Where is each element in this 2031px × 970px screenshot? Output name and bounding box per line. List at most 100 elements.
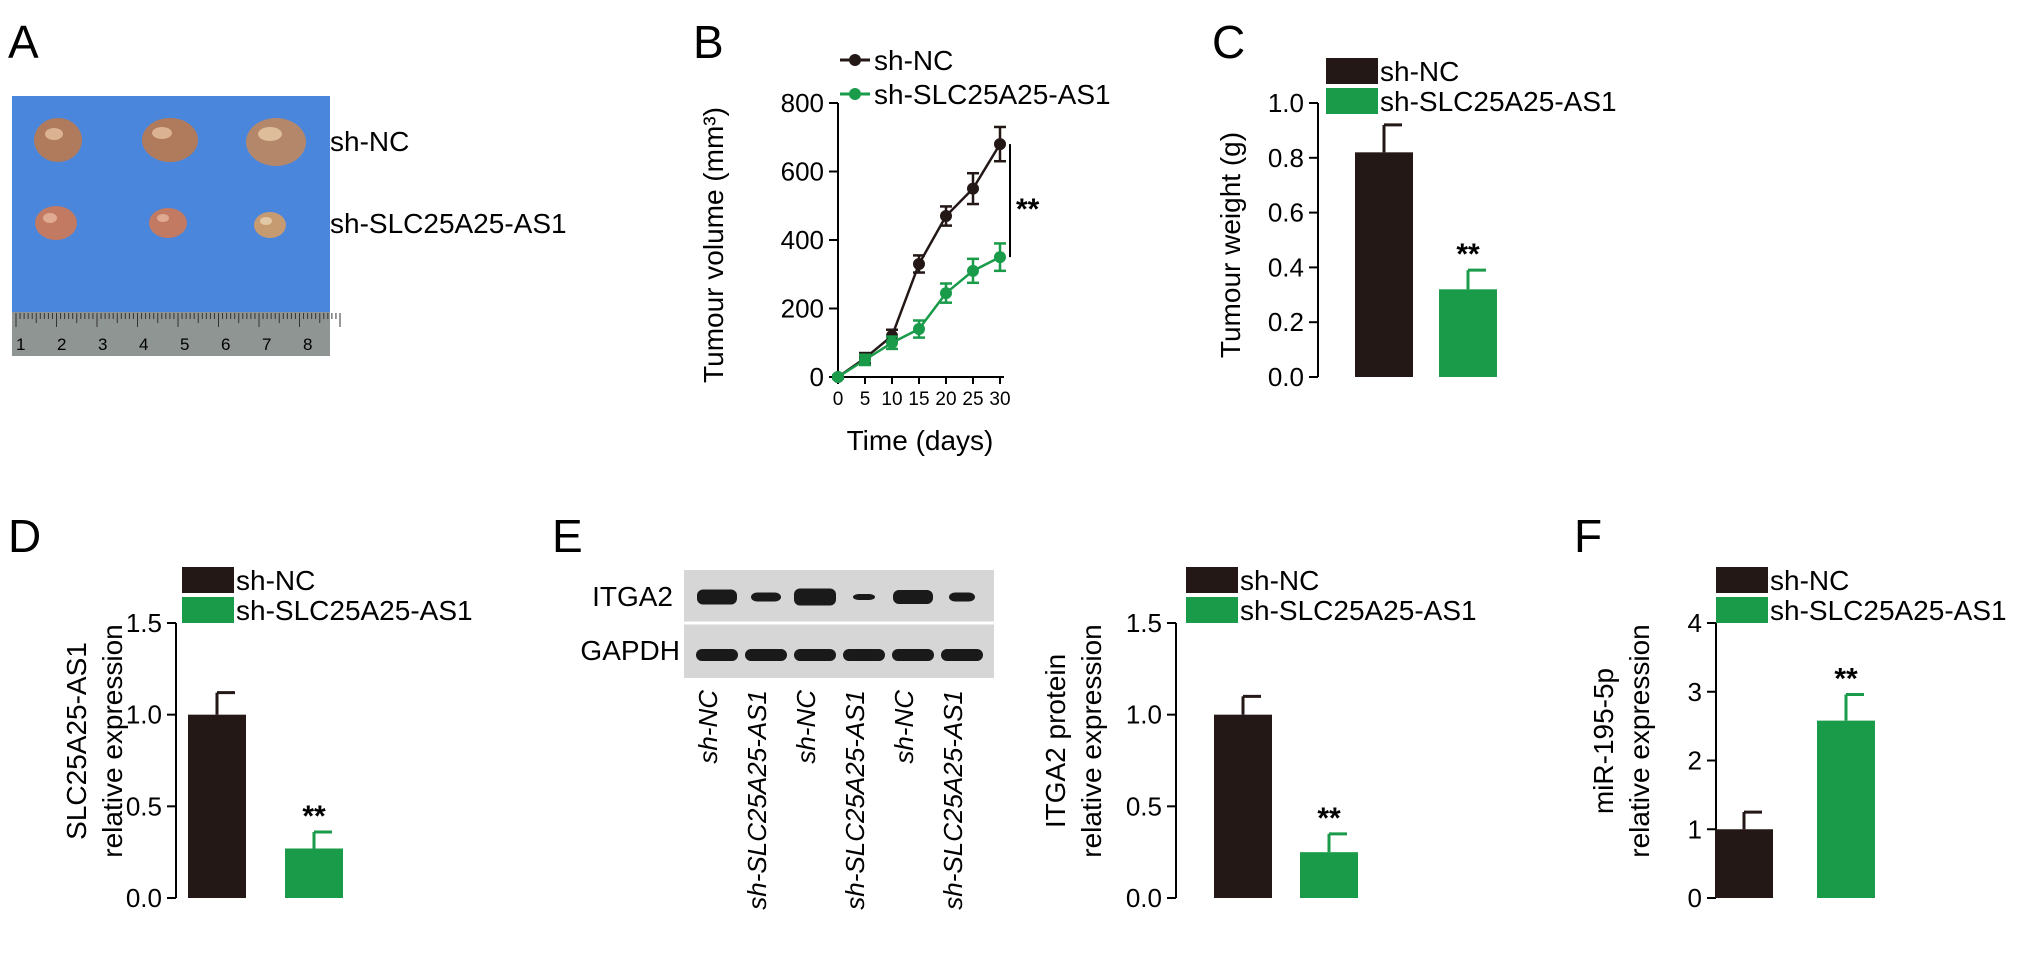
ruler-number: 8 [303,335,312,354]
significance-stars: ** [1016,193,1040,226]
tumour-nc [142,118,198,162]
tumour-kd [149,208,187,238]
y-axis-label: miR-195-5p [1588,668,1619,814]
band-gapdh [794,649,836,661]
y-tick-label: 0.0 [1126,883,1162,913]
lane-label: sh-SLC25A25-AS1 [938,690,968,910]
band-itga2 [751,592,781,602]
legend-label-nc: sh-NC [1240,565,1319,596]
legend-swatch-kd [1186,597,1238,623]
band-itga2 [794,588,836,606]
tumour-photo: 1 2 3 4 5 6 7 8 [12,96,341,356]
band-itga2 [893,590,933,604]
legend-marker [849,88,861,100]
blot-label-gapdh: GAPDH [580,635,680,666]
y-tick-label: 0.5 [1126,791,1162,821]
tumour-kd [254,212,286,238]
ruler-ticks [15,313,341,327]
legend-label-nc: sh-NC [1770,565,1849,596]
tumour-highlight [45,128,63,140]
legend-swatch-kd [1326,88,1378,114]
y-tick-label: 800 [781,88,824,118]
band-itga2 [853,594,875,600]
band-itga2 [949,592,975,602]
y-axis-label: ITGA2 protein [1040,654,1071,828]
legend-marker [849,54,861,66]
blot-label-itga2: ITGA2 [592,581,673,612]
band-gapdh [843,649,885,661]
y-tick-label: 0.4 [1268,252,1304,282]
y-tick-label: 1.0 [1126,700,1162,730]
data-point [886,336,898,349]
y-tick-label: 0 [1688,883,1702,913]
panel-e: E ITGA2 GAPDH sh-NC sh-SLC25A25-AS1 sh-N… [552,510,1477,913]
legend-label-kd: sh-SLC25A25-AS1 [1770,595,2007,626]
y-tick-label: 1 [1688,814,1702,844]
bar-nc [1355,152,1413,377]
band-gapdh [745,649,787,661]
tumour-weight-bar-chart: 0.0 0.2 0.4 0.6 0.8 1.0 ** sh-NCsh-SLC25A25-AS1… [1215,56,1617,392]
tumour-highlight [152,127,172,139]
panel-letter-c: C [1212,16,1245,68]
band-gapdh [696,649,738,661]
y-tick-label: 1.5 [1126,608,1162,638]
y-tick-label: 3 [1688,677,1702,707]
ruler-numbers: 1 2 3 4 5 6 7 8 [16,335,312,354]
tumour-nc [246,118,306,166]
ruler-number: 2 [57,335,66,354]
legend-label-kd: sh-SLC25A25-AS1 [874,79,1111,110]
tumour-highlight [260,217,272,225]
panel-letter-e: E [552,510,583,562]
x-tick-label: 30 [989,389,1010,410]
row-label-kd: sh-SLC25A25-AS1 [330,208,567,239]
x-axis-label: Time (days) [847,425,994,456]
legend-label-kd: sh-SLC25A25-AS1 [1380,86,1617,117]
legend-swatch-nc [1186,567,1238,593]
y-axis-label: relative expression [97,624,128,857]
row-label-nc: sh-NC [330,126,409,157]
data-point [967,264,979,277]
panel-letter-b: B [693,16,724,68]
lane-label: sh-NC [889,690,919,764]
significance-stars: ** [1317,802,1341,835]
tumour-highlight [43,213,57,223]
y-tick-label: 1.0 [1268,88,1304,118]
lane-label: sh-SLC25A25-AS1 [840,690,870,910]
data-point [940,287,952,300]
x-tick-label: 20 [935,389,956,410]
band-gapdh [941,649,983,661]
x-tick-label: 0 [833,389,844,410]
y-axis-label: relative expression [1624,624,1655,857]
significance-stars: ** [302,800,326,833]
data-point [832,371,844,383]
bar-nc [188,714,246,898]
bar-kd [1439,289,1497,377]
bar-kd [1300,852,1358,898]
ruler-number: 4 [139,335,148,354]
band-gapdh [892,649,934,661]
ruler-number: 7 [262,335,271,354]
y-tick-label: 0.6 [1268,198,1304,228]
y-tick-label: 0.0 [126,883,162,913]
tumour-highlight [258,127,282,141]
ruler-number: 5 [180,335,189,354]
x-tick-label: 15 [908,389,929,410]
legend-label-nc: sh-NC [236,565,315,596]
bar-nc [1715,829,1773,898]
legend-swatch-kd [1716,597,1768,623]
lane-labels: sh-NC sh-SLC25A25-AS1 sh-NC sh-SLC25A25-… [693,690,968,910]
y-tick-label: 4 [1688,608,1702,638]
tumour-highlight [157,214,169,222]
y-tick-label: 400 [781,225,824,255]
legend-label-kd: sh-SLC25A25-AS1 [236,595,473,626]
blot-bands [696,588,983,661]
x-tick-label: 5 [860,389,871,410]
y-axis-label: SLC25A25-AS1 [61,642,92,840]
y-tick-label: 0.2 [1268,307,1304,337]
